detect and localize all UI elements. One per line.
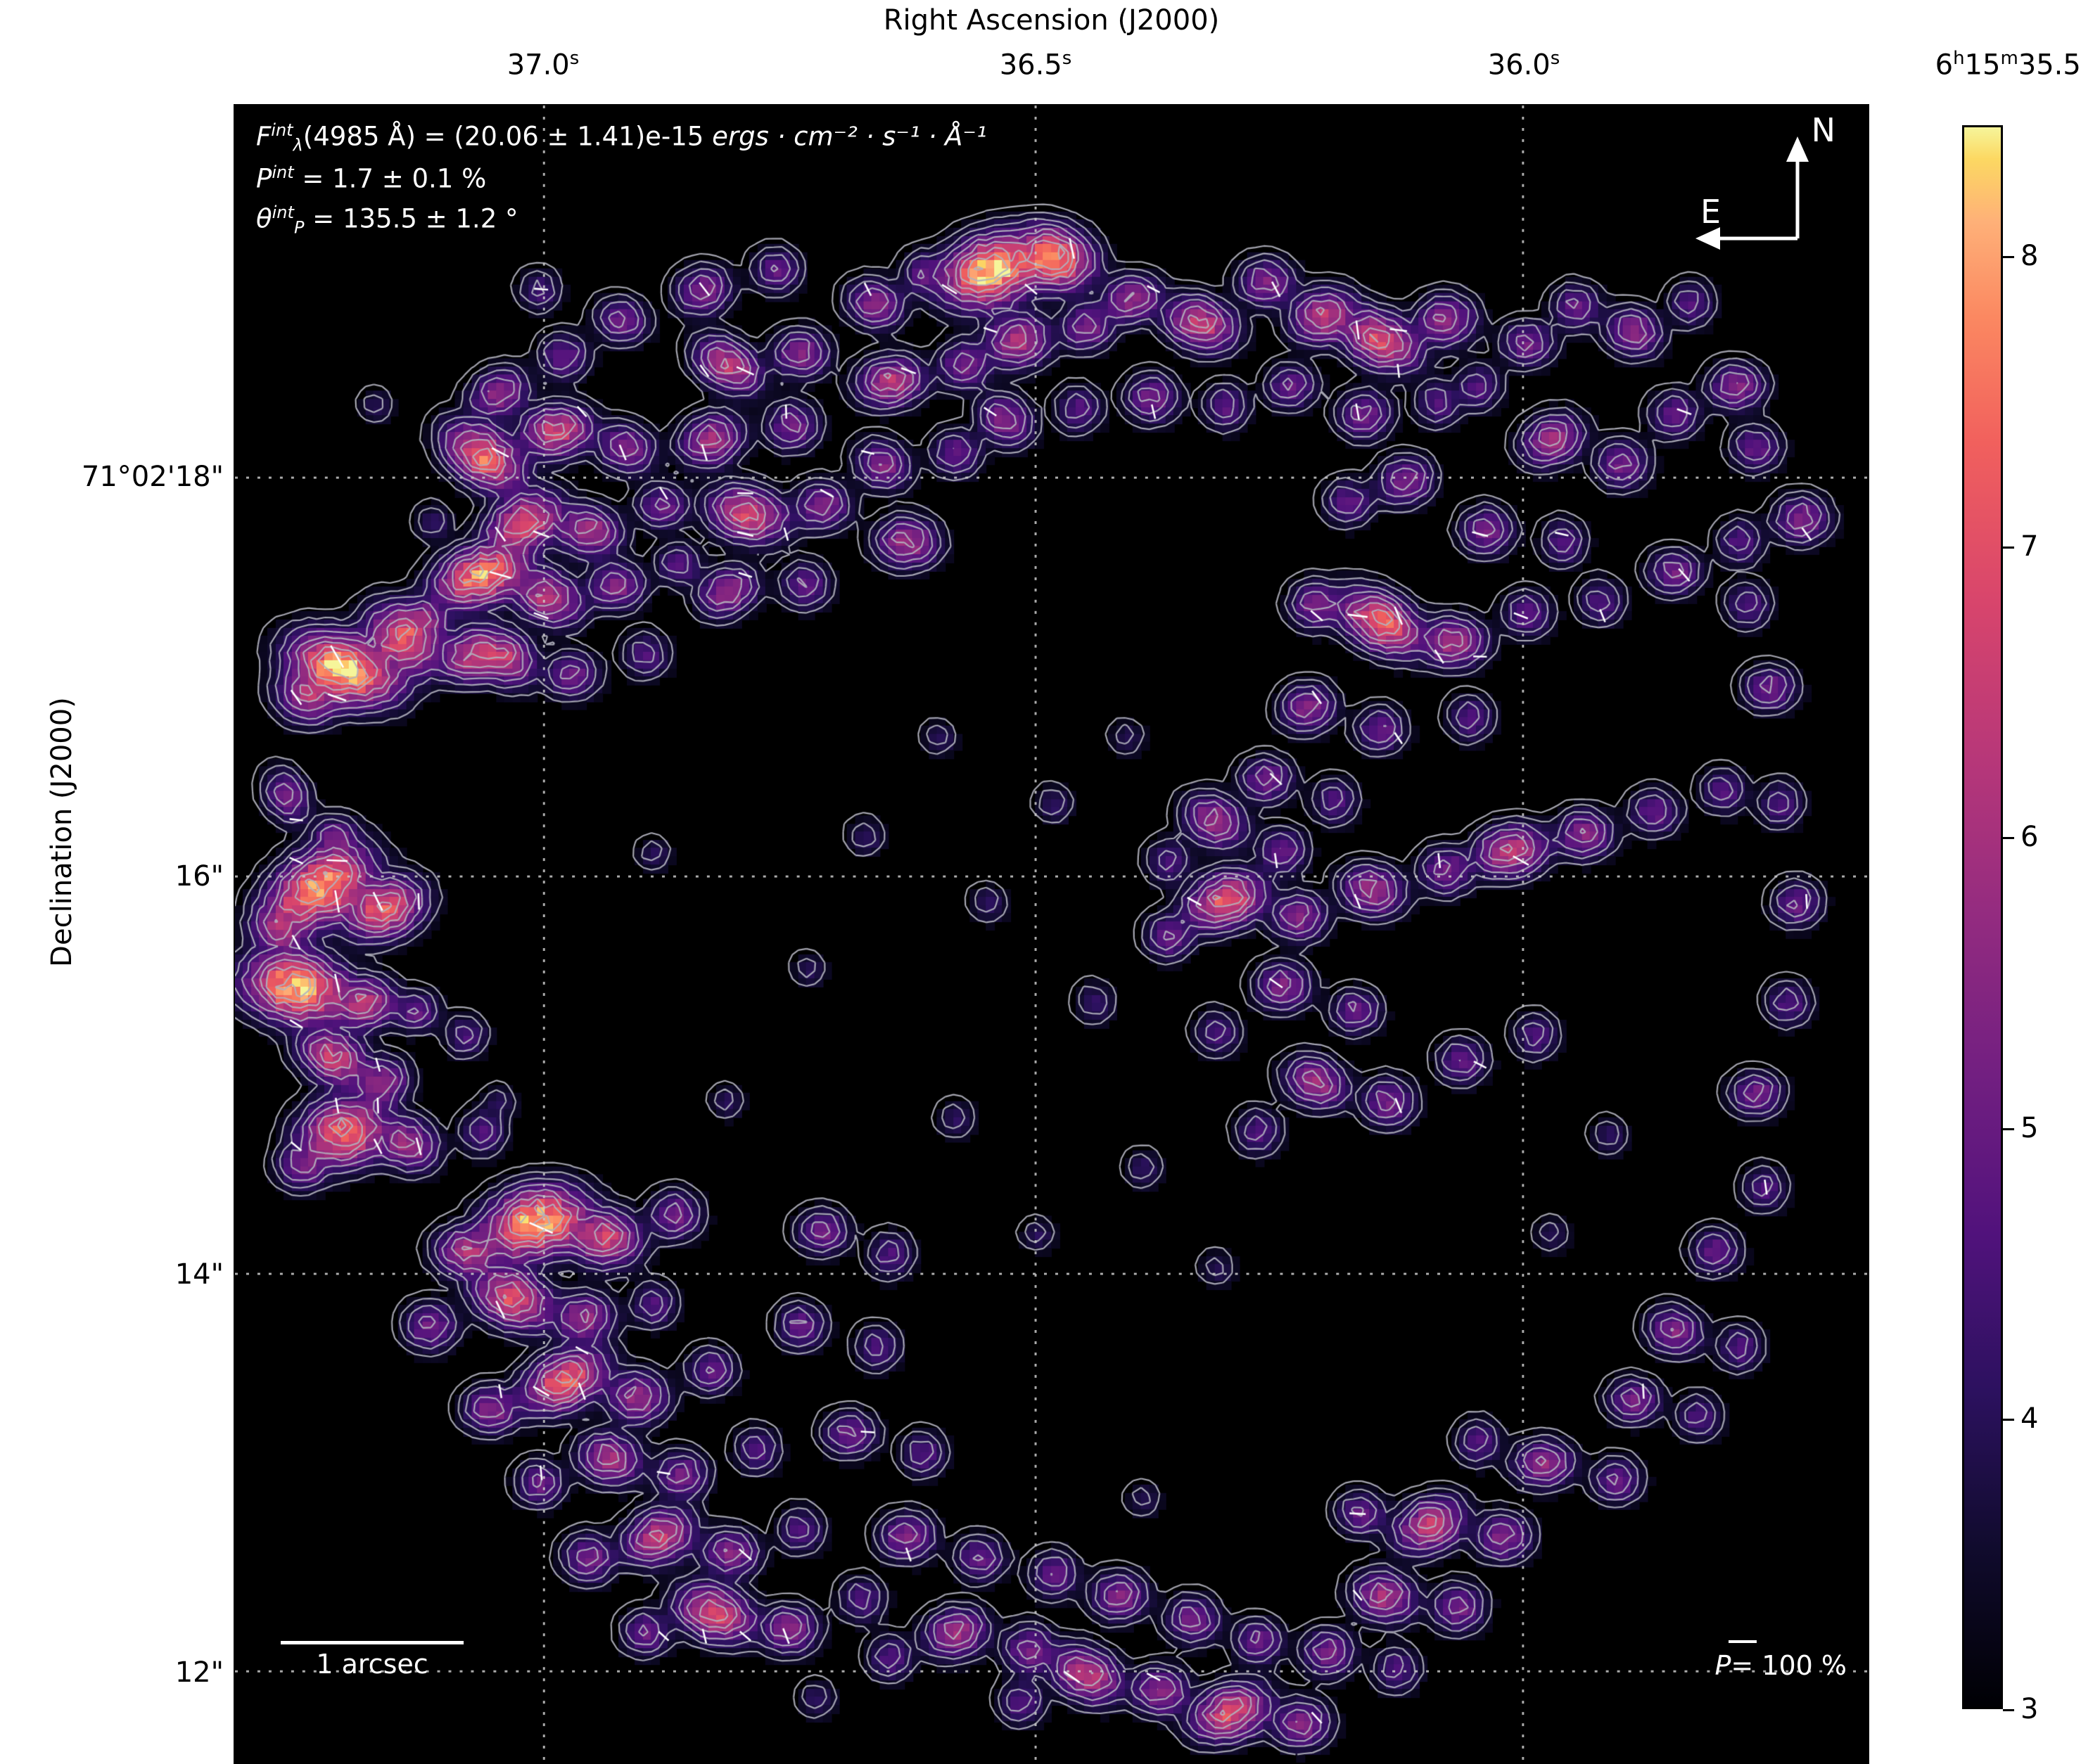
y-tick-3: 12" — [174, 1656, 224, 1689]
annot-pol-text: = 1.7 ± 0.1 % — [293, 163, 487, 194]
scale-bar: 1 arcsec — [281, 1641, 464, 1680]
north-arrow-head — [1786, 136, 1809, 162]
scale-bar-line — [281, 1641, 464, 1644]
polarization-legend: P= 100 % — [1714, 1640, 1847, 1681]
colorbar-tick-label-5: 3 — [2020, 1693, 2039, 1725]
plot-area[interactable]: Fintλ(4985 Å) = (20.06 ± 1.41)e-15 ergs … — [234, 104, 1869, 1764]
y-axis-title: Declination (J2000) — [46, 697, 78, 967]
y-tick-0: 71°02'18" — [81, 461, 224, 493]
annotation-line-polarization: Pint = 1.7 ± 0.1 % — [256, 162, 487, 194]
colorbar-tick-label-3: 5 — [2020, 1111, 2039, 1144]
colorbar-tick-label-4: 4 — [2020, 1402, 2039, 1435]
annotation-line-flux: Fintλ(4985 Å) = (20.06 ± 1.41)e-15 ergs … — [256, 120, 987, 155]
scale-bar-label: 1 arcsec — [316, 1649, 428, 1680]
colorbar-tick-label-1: 7 — [2020, 530, 2039, 563]
y-tick-1: 16" — [174, 860, 224, 893]
x-axis-title: Right Ascension (J2000) — [883, 4, 1220, 37]
annot-angle-text: = 135.5 ± 1.2 ° — [304, 203, 518, 234]
y-tick-2: 14" — [174, 1258, 224, 1291]
colorbar-tickmark-0 — [2003, 255, 2014, 258]
colorbar-tick-label-0: 8 — [2020, 239, 2039, 272]
compass-rose: N E — [1685, 111, 1847, 256]
colorbar-tickmark-2 — [2003, 837, 2014, 840]
polarization-legend-tick — [1729, 1640, 1757, 1643]
compass-east-label: E — [1700, 193, 1722, 231]
annot-flux-text: (4985 Å) = (20.06 ± 1.41)e-15 — [303, 121, 713, 152]
x-tick-0: 37.0s — [507, 48, 580, 82]
east-arrow-head — [1695, 227, 1720, 250]
colorbar-tickmark-5 — [2003, 1709, 2014, 1711]
colorbar-gradient — [1962, 125, 2003, 1709]
colorbar-tick-label-2: 6 — [2020, 821, 2039, 854]
measurement-annotation: Fintλ(4985 Å) = (20.06 ± 1.41)e-15 ergs … — [256, 118, 987, 242]
x-tick-1: 36.5s — [999, 48, 1072, 82]
colorbar-tickmark-3 — [2003, 1127, 2014, 1130]
annotation-line-angle: θintP = 135.5 ± 1.2 ° — [256, 202, 518, 238]
colorbar-tickmark-1 — [2003, 547, 2014, 549]
x-tick-3: 6h15m35.5s — [1935, 48, 2081, 82]
compass-north-label: N — [1811, 111, 1835, 149]
polarization-legend-label: = 100 % — [1731, 1650, 1847, 1681]
annot-flux-units: ergs · cm⁻² · s⁻¹ · Å⁻¹ — [712, 121, 987, 152]
x-tick-2: 36.0s — [1487, 48, 1560, 82]
polarization-heatmap-canvas — [235, 106, 1868, 1763]
colorbar-wrap[interactable] — [1962, 125, 2003, 1709]
colorbar-tickmark-4 — [2003, 1418, 2014, 1421]
